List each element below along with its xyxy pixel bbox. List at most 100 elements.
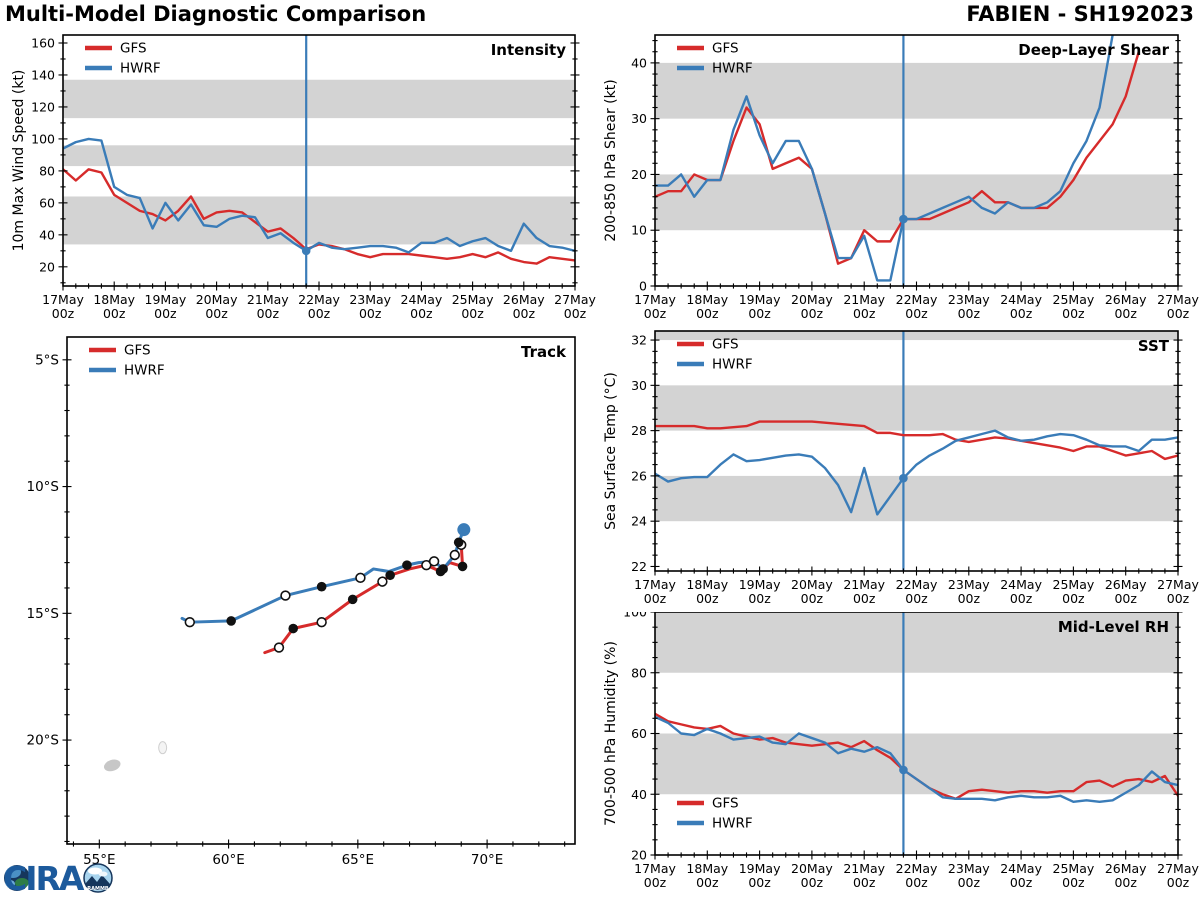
track-point-filled (226, 616, 236, 626)
svg-text:27May: 27May (1157, 577, 1199, 592)
current-position-dot (457, 523, 471, 537)
svg-text:19May: 19May (145, 292, 187, 307)
track-chart: 55°E 60°E 65°E 70°E 5°S 10°S 15°S 20°S GFS HWRF Tr… (27, 336, 576, 868)
svg-text:00z: 00z (513, 306, 536, 321)
svg-text:26: 26 (631, 468, 647, 483)
svg-text:21May: 21May (843, 861, 885, 876)
svg-text:00z: 00z (1114, 591, 1137, 606)
svg-text:00z: 00z (958, 306, 981, 321)
svg-text:10°S: 10°S (27, 479, 60, 495)
intensity-hwrf-line (63, 137, 575, 254)
track-point-filled (347, 594, 358, 605)
cira-rammb-logo: CIRA RAMMB (2, 855, 122, 900)
reunion-island (103, 759, 121, 772)
svg-text:20: 20 (39, 259, 55, 274)
svg-text:00z: 00z (359, 306, 382, 321)
intensity-current-dot (301, 246, 311, 256)
svg-text:00z: 00z (801, 875, 824, 890)
svg-text:23May: 23May (349, 292, 391, 307)
intensity-ylabel: 10m Max Wind Speed (kt) (11, 70, 27, 252)
svg-text:00z: 00z (1062, 306, 1085, 321)
svg-text:60: 60 (631, 726, 647, 741)
svg-text:80: 80 (39, 163, 55, 178)
svg-text:23May: 23May (948, 861, 990, 876)
svg-text:00z: 00z (1062, 875, 1085, 890)
rh-hwrf-line (655, 715, 1178, 804)
svg-text:19May: 19May (739, 292, 781, 307)
track-point-filled (288, 623, 299, 634)
svg-text:18May: 18May (686, 577, 728, 592)
svg-text:18May: 18May (93, 292, 135, 307)
track-point-open (184, 616, 195, 628)
svg-text:00z: 00z (748, 591, 771, 606)
svg-text:27May: 27May (554, 292, 596, 307)
svg-text:HWRF: HWRF (712, 61, 753, 77)
svg-text:GFS: GFS (712, 41, 739, 57)
svg-text:00z: 00z (853, 875, 876, 890)
svg-text:28: 28 (631, 423, 647, 438)
svg-text:22May: 22May (298, 292, 340, 307)
shear-current-dot (899, 214, 908, 224)
mauritius-island (158, 741, 168, 755)
svg-text:17May: 17May (42, 292, 84, 307)
deep-layer-shear-panel: 0 10 20 30 40 17May 00z 18May 00z 19May 00z 20May 00… (600, 28, 1200, 330)
shear-gfs-line (655, 50, 1140, 265)
svg-text:24May: 24May (1000, 577, 1042, 592)
cira-logo-text: CIRA (3, 859, 85, 898)
rh-current-dot (899, 765, 908, 775)
svg-text:60: 60 (39, 195, 55, 210)
mid-level-rh-panel: 20 40 60 80 100 17May 00z 18May 00z 19May 00z 20May… (600, 605, 1200, 900)
svg-text:32: 32 (631, 333, 647, 348)
svg-text:40: 40 (39, 227, 55, 242)
svg-text:18May: 18May (686, 292, 728, 307)
svg-text:00z: 00z (958, 591, 981, 606)
svg-text:27May: 27May (1157, 292, 1199, 307)
sst-ylabel: Sea Surface Temp (°C) (603, 372, 619, 530)
svg-text:26May: 26May (503, 292, 545, 307)
svg-text:26May: 26May (1105, 292, 1147, 307)
svg-text:00z: 00z (308, 306, 331, 321)
svg-text:00z: 00z (801, 306, 824, 321)
sst-legend: GFS HWRF (677, 337, 753, 373)
svg-text:00z: 00z (1167, 591, 1190, 606)
svg-text:30: 30 (631, 378, 647, 393)
logo-graphic: CIRA RAMMB (3, 859, 113, 898)
svg-text:30: 30 (631, 111, 647, 126)
sst-title: SST (1138, 337, 1170, 355)
svg-text:120: 120 (31, 99, 55, 114)
svg-text:24May: 24May (1000, 292, 1042, 307)
svg-text:17May: 17May (634, 577, 676, 592)
svg-text:20May: 20May (196, 292, 238, 307)
svg-text:00z: 00z (958, 875, 981, 890)
svg-text:00z: 00z (696, 306, 719, 321)
sst-current-dot (899, 473, 908, 483)
svg-text:HWRF: HWRF (120, 61, 161, 77)
shear-hwrf-line (655, 35, 1114, 282)
svg-text:26May: 26May (1105, 861, 1147, 876)
track-map-panel: 55°E 60°E 65°E 70°E 5°S 10°S 15°S 20°S GFS HWRF Tr… (0, 330, 600, 900)
rh-ylabel: 700-500 hPa Humidity (%) (603, 641, 619, 826)
svg-text:20May: 20May (791, 292, 833, 307)
svg-text:HWRF: HWRF (712, 357, 753, 373)
intensity-gfs-line (63, 168, 575, 265)
svg-text:40: 40 (631, 55, 647, 70)
rh-title: Mid-Level RH (1058, 618, 1169, 636)
track-point-open (280, 590, 291, 601)
intensity-legend: GFS HWRF (85, 41, 161, 77)
svg-text:20May: 20May (791, 861, 833, 876)
svg-text:25May: 25May (1053, 292, 1095, 307)
svg-text:22May: 22May (896, 861, 938, 876)
svg-text:18May: 18May (686, 861, 728, 876)
svg-text:25May: 25May (452, 292, 494, 307)
track-legend: GFS HWRF (89, 343, 165, 379)
svg-text:00z: 00z (644, 306, 667, 321)
svg-text:21May: 21May (247, 292, 289, 307)
svg-text:00z: 00z (748, 306, 771, 321)
shear-title: Deep-Layer Shear (1018, 41, 1169, 59)
svg-text:00z: 00z (52, 306, 75, 321)
svg-text:GFS: GFS (120, 41, 147, 57)
sst-chart: 22242628303217May00z18May00z19May00z20Ma… (603, 330, 1199, 606)
svg-text:20°S: 20°S (27, 733, 60, 749)
intensity-panel: 20 40 60 80 100 120 140 160 17May 00z 18May 00z 19Ma… (0, 28, 600, 330)
